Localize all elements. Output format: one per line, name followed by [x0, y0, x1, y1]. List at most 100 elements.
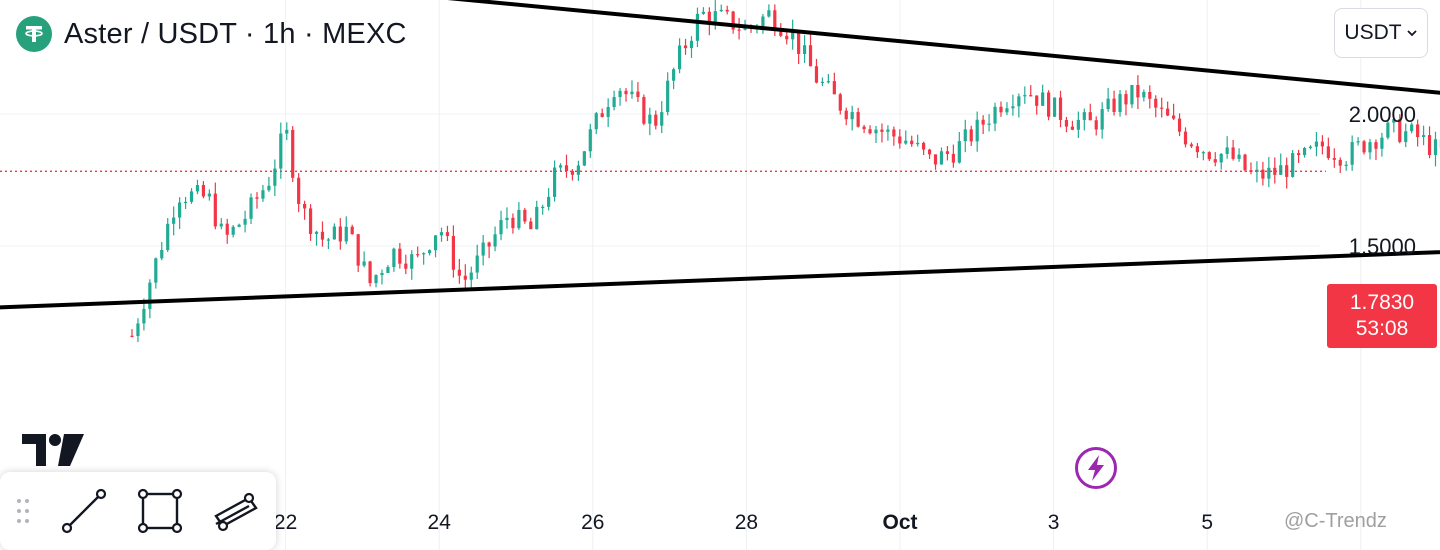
parallel-channel-tool-icon[interactable]	[198, 472, 274, 550]
candle-body	[517, 209, 521, 229]
candle-body	[1267, 167, 1271, 179]
trendline-lower[interactable]	[0, 230, 1440, 310]
candle-body	[1433, 139, 1438, 155]
candle-body	[279, 133, 283, 169]
candle-body	[820, 81, 825, 84]
candle-body	[1035, 95, 1039, 106]
candle-body	[332, 226, 336, 240]
candle-body	[975, 119, 979, 142]
candle-body	[1350, 142, 1354, 165]
currency-select-value: USDT	[1344, 21, 1402, 44]
candle-body	[445, 232, 450, 237]
candle-body	[797, 31, 801, 54]
candle-body	[493, 234, 497, 247]
candle-body	[927, 149, 932, 155]
candle-body	[576, 165, 580, 175]
candle-body	[1064, 119, 1069, 127]
candle-body	[1386, 122, 1390, 138]
candle-body	[326, 239, 331, 241]
candle-body	[1398, 119, 1402, 142]
watermark: @C-Trendz	[1284, 510, 1387, 532]
candle-body	[422, 253, 426, 255]
candle-body	[856, 112, 860, 127]
candle-body	[1225, 147, 1229, 154]
currency-select[interactable]: USDT	[1334, 8, 1428, 58]
candle-body	[428, 250, 432, 254]
candle-body	[1058, 97, 1063, 120]
candle-body	[1177, 118, 1182, 132]
candle-body	[535, 206, 539, 230]
candle-body	[457, 269, 461, 276]
candle-body	[1320, 141, 1324, 147]
candle-body	[832, 81, 836, 95]
candle-body	[731, 11, 735, 30]
candle-body	[1094, 120, 1098, 130]
candle-body	[350, 226, 354, 235]
candle-body	[802, 45, 807, 54]
candle-body	[499, 220, 503, 235]
candle-body	[719, 9, 723, 12]
candle-body	[1017, 96, 1021, 107]
candle-body	[1273, 167, 1277, 175]
candle-body	[677, 45, 682, 70]
candle-body	[594, 113, 598, 130]
candle-body	[642, 97, 646, 124]
x-tick-label: 26	[581, 511, 604, 534]
candle-body	[1421, 135, 1426, 137]
candle-body	[1368, 142, 1372, 153]
candle-body	[439, 232, 444, 236]
trendline-upper[interactable]	[0, 0, 1440, 169]
candle-body	[1124, 94, 1128, 105]
lightning-icon[interactable]	[1074, 446, 1118, 490]
candle-body	[154, 258, 158, 283]
trend-line-tool-icon[interactable]	[46, 472, 122, 550]
candle-body	[404, 263, 408, 269]
candle-body	[261, 190, 265, 199]
candle-body	[469, 272, 473, 280]
x-tick-label: 24	[428, 511, 452, 534]
candle-body	[172, 217, 176, 224]
candle-body	[683, 45, 688, 49]
candle-body	[362, 261, 366, 266]
candle-body	[1148, 91, 1152, 99]
candle-body	[1118, 94, 1122, 113]
candle-body	[868, 129, 872, 134]
candle-body	[874, 129, 878, 134]
chart-header: Aster / USDT · 1h · MEXC	[16, 14, 407, 54]
annotations-layer[interactable]	[0, 0, 1440, 310]
candle-body	[814, 66, 819, 83]
candle-body	[1207, 152, 1211, 160]
candle-body	[624, 90, 628, 95]
candle-body	[1338, 159, 1342, 166]
candle-body	[600, 113, 604, 118]
candle-body	[1213, 159, 1217, 163]
candle-body	[201, 184, 206, 197]
candle-body	[1052, 97, 1057, 117]
candle-body	[1392, 119, 1396, 123]
candle-body	[308, 208, 313, 234]
candle-body	[630, 91, 634, 95]
x-tick-label: 3	[1048, 511, 1060, 534]
rectangle-tool-icon[interactable]	[122, 472, 198, 550]
candle-body	[963, 129, 967, 142]
candle-body	[130, 335, 134, 337]
candle-body	[880, 129, 884, 132]
candle-body	[523, 209, 527, 222]
candle-body	[237, 224, 241, 227]
candle-body	[826, 81, 830, 83]
candle-body	[416, 254, 420, 256]
candle-body	[838, 94, 842, 111]
grip-handle-icon[interactable]	[0, 472, 46, 550]
candle-body	[618, 90, 622, 98]
candle-body	[785, 35, 789, 40]
current-price-badge: 1.7830 53:08	[1327, 284, 1437, 348]
candle-body	[660, 112, 664, 126]
candle-body	[1154, 98, 1158, 108]
grid-layer	[0, 0, 1362, 550]
candle-body	[142, 308, 146, 324]
candle-body	[213, 193, 217, 227]
x-tick-label: Oct	[882, 511, 917, 534]
candle-body	[1374, 142, 1378, 149]
candle-body	[1023, 95, 1027, 97]
